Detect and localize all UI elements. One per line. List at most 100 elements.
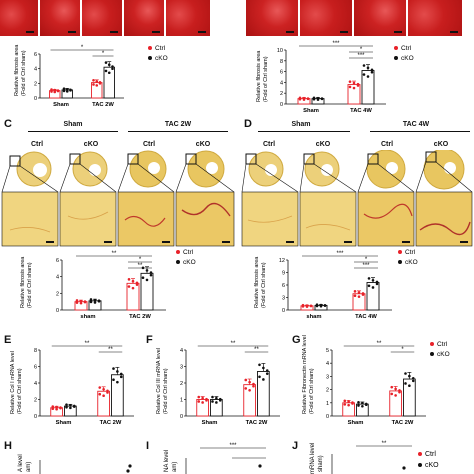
- y-tick-label: 12: [279, 258, 285, 264]
- data-point-cko: [72, 404, 76, 408]
- data-point-cko: [116, 380, 119, 384]
- panel-c-ctrl2: Ctrl: [142, 141, 156, 148]
- data-point-cko: [362, 64, 366, 67]
- bar-cko: [257, 371, 270, 417]
- data-point-cko: [93, 298, 97, 302]
- legend-j: Ctrl cKO: [418, 451, 439, 469]
- data-point-cko: [262, 366, 265, 370]
- data-point-ctrl: [248, 380, 251, 384]
- significance-label: ***: [336, 251, 344, 257]
- panel-c-letter: C: [4, 118, 12, 130]
- data-point-ctrl: [75, 299, 79, 302]
- data-point-ctrl: [201, 401, 204, 404]
- y-tick-label: 0: [280, 102, 283, 108]
- data-point-ctrl: [205, 397, 208, 401]
- data-point-cko: [265, 369, 269, 372]
- y-tick-label: 4: [34, 381, 37, 387]
- data-point-ctrl: [301, 303, 305, 307]
- significance-label: **: [85, 341, 90, 347]
- panel-d-cko2: cKO: [433, 141, 449, 148]
- data-point-cko: [262, 378, 265, 381]
- data-point-ctrl: [79, 299, 83, 303]
- y-tick-label: 6: [34, 365, 37, 371]
- panel-c-group1: Sham: [63, 121, 83, 128]
- y-tick-label: 1: [326, 401, 329, 407]
- data-point-cko: [371, 279, 375, 282]
- y-tick-label: 8: [34, 348, 37, 354]
- data-point-cko: [145, 269, 149, 272]
- data-point-cko: [65, 405, 68, 409]
- y-axis-label: (Fold of Ctrl sham): [163, 368, 169, 414]
- data-point-ctrl: [98, 386, 102, 389]
- legend-j-ctrl: Ctrl: [425, 451, 436, 458]
- data-point-cko: [93, 301, 97, 304]
- data-point-ctrl: [357, 291, 361, 294]
- x-tick-label: Sham: [348, 420, 364, 426]
- data-point-ctrl: [352, 86, 356, 90]
- data-point-cko: [89, 300, 93, 304]
- x-tick-label: TAC 2W: [92, 102, 114, 108]
- y-tick-label: 4: [56, 275, 59, 281]
- legend-ctrl-marker: [176, 250, 180, 254]
- x-tick-label: TAC 4W: [355, 314, 377, 320]
- data-point-cko: [411, 379, 415, 383]
- data-point-cko: [149, 271, 153, 274]
- data-point-cko: [408, 384, 411, 387]
- data-point-ctrl: [53, 90, 57, 94]
- data-point-ctrl: [55, 405, 58, 409]
- data-point-cko: [111, 65, 114, 68]
- x-tick-label: TAC 2W: [246, 420, 268, 426]
- data-point-cko: [65, 90, 69, 93]
- y-tick-label: 4: [280, 80, 283, 86]
- chart-f: 0 1 2 3 4 Relative Col III mRNA level (Fold of…: [156, 341, 280, 426]
- y-tick-label: 0: [180, 414, 183, 420]
- data-point-ctrl: [252, 384, 255, 388]
- legend-cko-marker: [430, 352, 434, 356]
- panel-d-cko1: cKO: [315, 141, 331, 148]
- y-axis-label: (Fold of Ctrl sham): [309, 368, 315, 414]
- data-point-cko: [69, 88, 72, 92]
- data-point-cko: [371, 286, 375, 289]
- data-point-ctrl: [252, 382, 255, 386]
- y-tick-label: 9: [282, 271, 285, 277]
- panel-j-letter: J: [292, 440, 299, 452]
- data-point-ctrl: [244, 378, 248, 382]
- y-tick-label: 0: [326, 414, 329, 420]
- x-tick-label: Sham: [53, 102, 69, 108]
- panel-e-letter: E: [4, 334, 12, 346]
- panel-f-letter: F: [146, 334, 153, 346]
- legend-cko-label: cKO: [155, 55, 168, 62]
- y-tick-label: 2: [180, 381, 183, 387]
- data-point-ctrl: [347, 403, 350, 407]
- data-point-ctrl: [131, 279, 135, 283]
- chart-g: 0 1 2 3 4 5 Relative Fibronectin mRNA level (Fo…: [302, 335, 450, 426]
- data-point-cko: [366, 75, 370, 78]
- data-point-cko: [211, 395, 214, 399]
- data-point-ctrl: [92, 78, 95, 82]
- y-axis-label: (Fold of Ctrl sham): [261, 262, 267, 308]
- data-point-ctrl: [361, 292, 365, 295]
- significance-label: **: [138, 263, 143, 269]
- data-point-ctrl: [197, 400, 201, 403]
- data-point-cko: [97, 299, 101, 302]
- legend-j-cko: cKO: [425, 462, 439, 469]
- heart-section-c3: [129, 150, 167, 188]
- data-point-ctrl: [353, 294, 357, 297]
- histology-a3: [82, 0, 122, 36]
- y-tick-label: 4: [34, 67, 37, 73]
- data-point-cko: [320, 97, 324, 100]
- data-point-ctrl: [353, 290, 357, 293]
- bottom-row-fragments: A level am) NA level am) *** mRNA level …: [18, 441, 439, 474]
- data-point-ctrl: [79, 301, 83, 305]
- data-point-ctrl: [95, 80, 99, 83]
- legend-ctrl-label: Ctrl: [437, 341, 448, 348]
- panel-c-ctrl1: Ctrl: [30, 141, 44, 148]
- data-point-ctrl: [309, 304, 313, 308]
- y-tick-label: 0: [56, 308, 59, 314]
- data-point-ctrl: [131, 286, 135, 290]
- data-point-ctrl: [98, 392, 102, 396]
- data-point-cko: [315, 303, 319, 307]
- y-tick-label: 2: [280, 91, 283, 97]
- data-point-ctrl: [348, 80, 352, 83]
- data-point-cko: [361, 401, 364, 405]
